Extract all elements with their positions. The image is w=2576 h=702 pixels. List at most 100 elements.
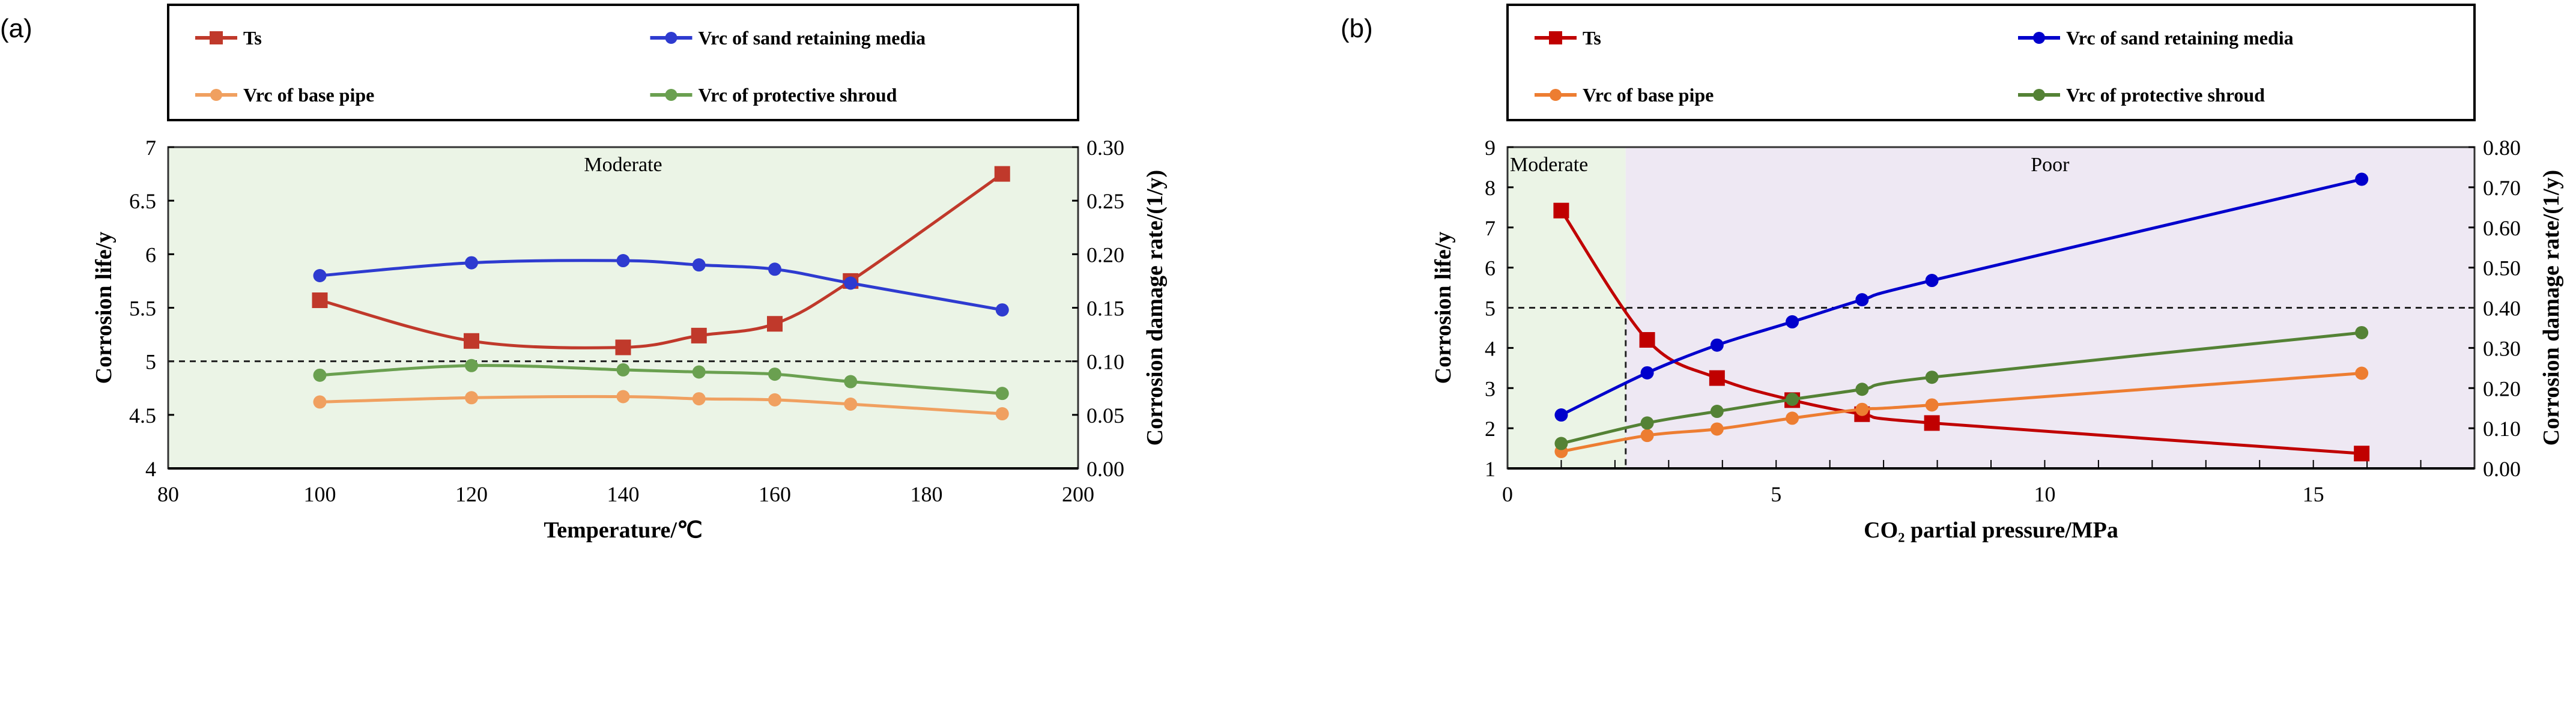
x-tick-label: 15	[2303, 482, 2324, 506]
series-line	[1560, 178, 2362, 417]
legend-item: Vrc of protective shroud	[650, 84, 897, 106]
y-tick-label: 8	[1485, 176, 1496, 200]
data-point-circle	[1786, 392, 1799, 406]
data-point-circle	[1710, 422, 1724, 436]
y-tick-label: 3	[1485, 377, 1496, 401]
data-point-circle	[2355, 172, 2369, 186]
data-point-circle	[1925, 274, 1939, 288]
legend-item: Vrc of base pipe	[1535, 84, 1714, 106]
legend-circle-marker	[210, 89, 222, 101]
data-point-circle	[1554, 437, 1568, 450]
y2-tick-label: 0.20	[1086, 243, 1124, 267]
panel-label: (b)	[1341, 14, 1373, 43]
data-point-square	[994, 166, 1010, 182]
data-point-circle	[1710, 338, 1724, 352]
data-point-circle	[1786, 315, 1799, 328]
y2-tick-label: 0.20	[2483, 377, 2521, 401]
data-point-circle	[1925, 398, 1939, 412]
zone-label: Moderate	[584, 154, 662, 176]
data-point-circle	[465, 391, 478, 405]
x-tick-label: 120	[455, 482, 488, 506]
data-point-circle	[692, 365, 706, 379]
legend-item: Vrc of sand retaining media	[650, 27, 926, 49]
series-vrc-of-base-pipe	[313, 390, 1009, 421]
data-point-square	[1553, 202, 1569, 219]
legend-item: Vrc of sand retaining media	[2018, 27, 2294, 49]
x-tick-label: 180	[911, 482, 943, 506]
y2-tick-label: 0.70	[2483, 176, 2521, 200]
y-axis-title: Corrosion life/y	[1431, 232, 1456, 384]
legend-square-marker	[1549, 31, 1562, 44]
data-point-circle	[616, 363, 630, 377]
data-point-circle	[2355, 366, 2369, 380]
data-point-circle	[692, 392, 706, 406]
data-point-circle	[616, 254, 630, 268]
y-tick-label: 2	[1485, 417, 1496, 441]
data-point-square	[615, 339, 631, 356]
data-point-circle	[844, 276, 858, 290]
x-tick-label: 5	[1771, 482, 1781, 506]
x-tick-label: 140	[607, 482, 640, 506]
y2-tick-label: 0.60	[2483, 216, 2521, 240]
y-tick-label: 6	[145, 243, 156, 267]
data-point-circle	[995, 303, 1009, 317]
data-point-circle	[1640, 366, 1654, 380]
panel-a: (a) Ts Vrc of sand retaining media Vrc of b…	[0, 4, 1168, 543]
y-tick-label: 5.5	[129, 297, 156, 321]
legend-item: Vrc of base pipe	[195, 84, 374, 106]
x-axis-title: CO₂ partial pressure/MPa	[1864, 518, 2118, 543]
data-point-circle	[844, 398, 858, 411]
y-tick-label: 4	[145, 457, 156, 481]
data-point-circle	[1640, 416, 1654, 430]
y-tick-label: 5	[145, 350, 156, 374]
y-tick-label: 5	[1485, 297, 1496, 321]
data-point-square	[767, 316, 783, 332]
data-point-circle	[692, 258, 706, 272]
legend-label: Vrc of base pipe	[1583, 84, 1714, 106]
data-point-circle	[1855, 383, 1869, 396]
data-point-circle	[768, 393, 781, 407]
data-point-circle	[995, 387, 1009, 401]
y2-tick-label: 0.15	[1086, 297, 1124, 321]
data-point-circle	[995, 407, 1009, 421]
legend-label: Vrc of base pipe	[243, 84, 374, 106]
legend-label: Vrc of sand retaining media	[2066, 27, 2294, 49]
data-point-circle	[1640, 429, 1654, 443]
series-vrc-of-protective-shroud	[313, 359, 1009, 401]
series-vrc-of-protective-shroud	[1554, 325, 2369, 450]
y-tick-label: 4	[1485, 336, 1496, 360]
panel-label: (a)	[0, 14, 32, 43]
legend-box	[1506, 4, 2476, 121]
x-tick-label: 80	[157, 482, 179, 506]
y-tick-label: 1	[1485, 457, 1496, 481]
data-point-circle	[616, 390, 630, 404]
y-tick-label: 6	[1485, 256, 1496, 280]
legend-label: Vrc of sand retaining media	[699, 27, 926, 49]
data-point-circle	[1710, 405, 1724, 419]
data-point-circle	[465, 256, 478, 270]
legend-label: Ts	[243, 27, 262, 49]
x-axis-title: Temperature/℃	[544, 518, 702, 543]
data-point-square	[312, 292, 328, 309]
legend-item: Ts	[1535, 27, 1601, 49]
legend-square-marker	[210, 31, 223, 44]
legend-label: Ts	[1583, 27, 1601, 49]
legend-circle-marker	[665, 89, 677, 101]
data-point-square	[1924, 415, 1940, 431]
data-point-square	[2354, 446, 2370, 462]
y2-tick-label: 0.40	[2483, 297, 2521, 321]
legend-item: Ts	[195, 27, 262, 49]
data-point-circle	[465, 359, 478, 372]
data-point-circle	[2355, 325, 2369, 339]
series-vrc-of-sand-retaining-media	[1554, 172, 2369, 422]
x-tick-label: 100	[304, 482, 336, 506]
y2-tick-label: 0.80	[2483, 136, 2521, 160]
x-tick-label: 0	[1502, 482, 1513, 506]
y2-axis-title: Corrosion damage rate/(1/y)	[2539, 170, 2564, 446]
y2-tick-label: 0.00	[1086, 457, 1124, 481]
data-point-square	[464, 333, 479, 349]
y2-tick-label: 0.30	[2483, 336, 2521, 360]
data-point-circle	[313, 395, 327, 409]
series-line	[1560, 331, 2362, 445]
